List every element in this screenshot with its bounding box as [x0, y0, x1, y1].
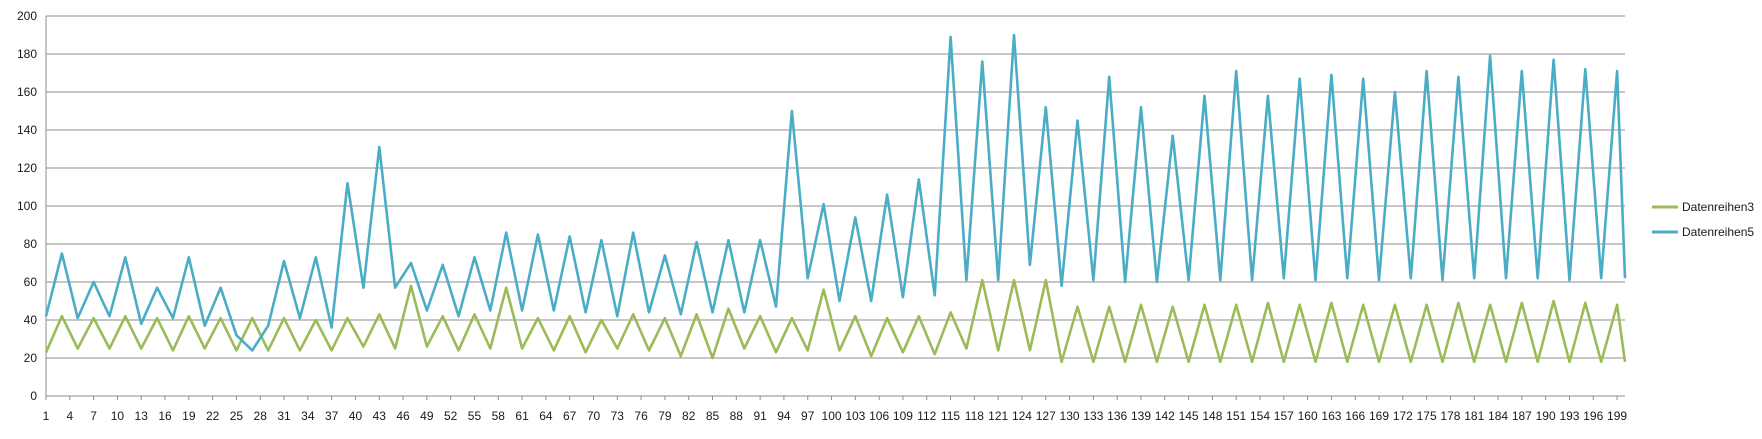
x-tick-label: 133: [1083, 409, 1103, 423]
y-tick-label: 160: [17, 85, 37, 99]
x-tick-label: 37: [325, 409, 339, 423]
x-tick-label: 49: [420, 409, 434, 423]
x-tick-label: 1: [43, 409, 50, 423]
x-tick-label: 100: [822, 409, 842, 423]
x-tick-label: 31: [277, 409, 291, 423]
x-tick-label: 22: [206, 409, 220, 423]
x-tick-label: 52: [444, 409, 458, 423]
y-tick-label: 80: [24, 237, 38, 251]
x-tick-label: 196: [1583, 409, 1603, 423]
x-tick-label: 7: [90, 409, 97, 423]
x-tick-label: 73: [611, 409, 625, 423]
x-tick-label: 175: [1417, 409, 1437, 423]
x-tick-label: 10: [111, 409, 125, 423]
x-tick-label: 169: [1369, 409, 1389, 423]
x-tick-label: 28: [254, 409, 268, 423]
x-tick-label: 151: [1226, 409, 1246, 423]
x-tick-label: 163: [1321, 409, 1341, 423]
x-tick-label: 58: [492, 409, 506, 423]
x-tick-label: 43: [373, 409, 387, 423]
y-tick-label: 140: [17, 123, 37, 137]
x-tick-label: 142: [1155, 409, 1175, 423]
series-lines: [44, 33, 1627, 364]
x-tick-label: 61: [515, 409, 529, 423]
x-tick-label: 148: [1202, 409, 1222, 423]
x-tick-label: 55: [468, 409, 482, 423]
x-tick-label: 184: [1488, 409, 1508, 423]
x-tick-label: 19: [182, 409, 196, 423]
y-tick-label: 60: [24, 275, 38, 289]
x-tick-label: 178: [1440, 409, 1460, 423]
x-tick-label: 106: [869, 409, 889, 423]
x-tick-label: 124: [1012, 409, 1032, 423]
x-tick-label: 166: [1345, 409, 1365, 423]
x-tick-label: 127: [1036, 409, 1056, 423]
x-tick-label: 199: [1607, 409, 1627, 423]
legend: Datenreihen3 Datenreihen5: [1652, 200, 1754, 239]
y-tick-label: 40: [24, 313, 38, 327]
legend-label: Datenreihen5: [1682, 225, 1754, 239]
x-tick-label: 34: [301, 409, 315, 423]
y-tick-label: 180: [17, 47, 37, 61]
x-tick-label: 145: [1179, 409, 1199, 423]
x-tick-label: 85: [706, 409, 720, 423]
y-tick-label: 100: [17, 199, 37, 213]
x-tick-label: 94: [777, 409, 791, 423]
series-line-datenreihen3: [44, 278, 1627, 364]
y-tick-label: 20: [24, 351, 38, 365]
x-tick-label: 70: [587, 409, 601, 423]
x-tick-label: 190: [1536, 409, 1556, 423]
y-tick-label: 0: [30, 389, 37, 403]
y-axis: 0 20 40 60 80 100 120 140 160 180 200: [17, 9, 47, 403]
x-tick-label: 109: [893, 409, 913, 423]
x-tick-label: 181: [1464, 409, 1484, 423]
x-tick-label: 103: [845, 409, 865, 423]
x-tick-label: 88: [730, 409, 744, 423]
x-tick-label: 13: [135, 409, 149, 423]
x-tick-label: 46: [396, 409, 410, 423]
x-tick-label: 16: [158, 409, 172, 423]
x-tick-label: 91: [753, 409, 767, 423]
x-tick-label: 76: [634, 409, 648, 423]
x-tick-label: 4: [66, 409, 73, 423]
x-tick-label: 130: [1060, 409, 1080, 423]
x-tick-label: 187: [1512, 409, 1532, 423]
x-tick-label: 67: [563, 409, 577, 423]
x-tick-label: 154: [1250, 409, 1270, 423]
x-tick-label: 121: [988, 409, 1008, 423]
x-tick-label: 79: [658, 409, 672, 423]
x-axis: 1 4 7 10 13 16 19 22 25 28 31 34 37 40 43 46 49 52 55 58 61 6…: [43, 395, 1627, 423]
legend-label: Datenreihen3: [1682, 200, 1754, 214]
x-tick-label: 40: [349, 409, 363, 423]
x-tick-label: 172: [1393, 409, 1413, 423]
x-tick-label: 115: [941, 409, 960, 423]
x-tick-label: 118: [965, 409, 984, 423]
series-line-datenreihen5: [44, 33, 1627, 352]
x-tick-label: 112: [917, 409, 936, 423]
x-tick-label: 136: [1107, 409, 1127, 423]
x-tick-label: 157: [1274, 409, 1294, 423]
x-tick-label: 97: [801, 409, 815, 423]
x-tick-label: 160: [1298, 409, 1318, 423]
x-tick-label: 64: [539, 409, 553, 423]
x-tick-label: 193: [1559, 409, 1579, 423]
x-tick-label: 82: [682, 409, 696, 423]
x-tick-label: 25: [230, 409, 244, 423]
y-tick-label: 200: [17, 9, 37, 23]
x-tick-label: 139: [1131, 409, 1151, 423]
y-tick-label: 120: [17, 161, 37, 175]
